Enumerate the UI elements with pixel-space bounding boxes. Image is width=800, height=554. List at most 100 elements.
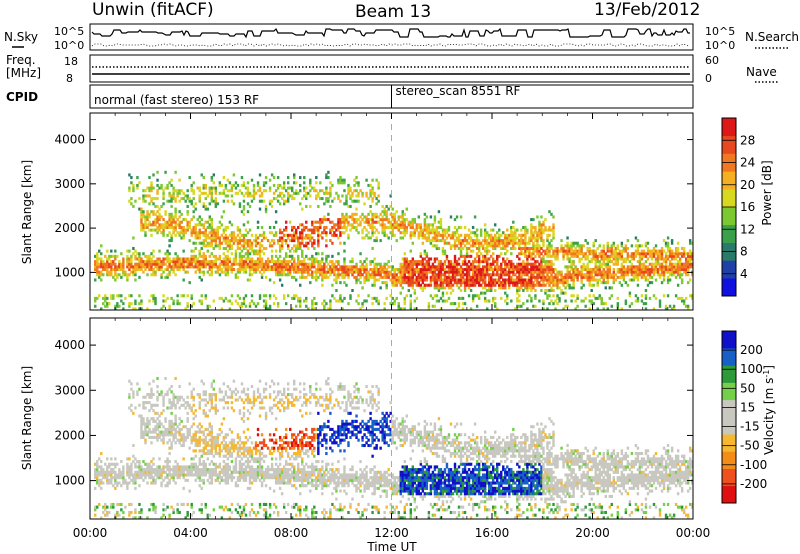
range-gate-cell — [100, 470, 103, 474]
range-gate-cell — [626, 273, 630, 277]
range-gate-cell — [291, 239, 294, 243]
range-gate-cell — [606, 249, 609, 253]
range-gate-cell — [512, 246, 515, 250]
range-gate-cell — [580, 273, 583, 277]
range-gate-cell — [588, 260, 591, 264]
range-gate-cell — [232, 239, 236, 243]
range-gate-cell — [244, 241, 248, 245]
range-gate-cell — [461, 260, 465, 264]
range-gate-cell — [630, 252, 634, 256]
range-gate-cell — [668, 265, 672, 269]
range-gate-cell — [222, 228, 226, 232]
range-gate-cell — [415, 228, 419, 232]
range-gate-cell — [433, 286, 437, 290]
range-gate-cell — [383, 223, 386, 227]
range-gate-cell — [548, 275, 551, 279]
range-gate-cell — [174, 189, 177, 193]
range-gate-cell — [433, 283, 437, 287]
range-gate-cell — [104, 513, 107, 517]
range-gate-cell — [260, 267, 264, 271]
range-gate-cell — [262, 236, 266, 240]
range-gate-cell — [427, 257, 431, 261]
range-gate-cell — [349, 294, 352, 298]
range-gate-cell — [574, 254, 577, 258]
range-gate-cell — [554, 246, 557, 250]
range-gate-cell — [160, 430, 163, 434]
range-gate-cell — [335, 267, 338, 271]
range-gate-cell — [339, 181, 342, 185]
range-gate-cell — [520, 241, 523, 245]
range-gate-cell — [395, 220, 398, 224]
range-gate-cell — [204, 254, 207, 258]
range-gate-cell — [670, 262, 674, 266]
range-gate-cell — [542, 228, 545, 232]
range-gate-cell — [666, 249, 670, 253]
range-gate-cell — [439, 286, 443, 290]
range-gate-cell — [274, 273, 278, 277]
range-gate-cell — [457, 296, 461, 300]
range-gate-cell — [140, 220, 143, 224]
range-gate-cell — [162, 508, 165, 512]
range-gate-cell — [592, 267, 595, 271]
range-gate-cell — [138, 470, 141, 474]
range-gate-cell — [345, 283, 348, 287]
range-gate-cell — [190, 257, 193, 261]
range-gate-cell — [220, 260, 224, 264]
range-gate-cell — [190, 262, 193, 266]
range-gate-cell — [473, 294, 477, 298]
range-gate-cell — [536, 215, 539, 219]
range-gate-cell — [650, 262, 654, 266]
range-gate-cell — [345, 220, 348, 224]
range-gate-cell — [172, 225, 175, 229]
range-gate-cell — [347, 183, 350, 187]
range-gate-cell — [660, 265, 664, 269]
range-gate-cell — [451, 262, 455, 266]
range-gate-cell — [502, 273, 505, 277]
range-gate-cell — [258, 189, 262, 193]
range-gate-cell — [246, 254, 250, 258]
range-gate-cell — [580, 278, 583, 282]
range-gate-cell — [441, 233, 445, 237]
range-gate-cell — [303, 299, 306, 303]
range-gate-cell — [459, 270, 463, 274]
range-gate-cell — [210, 225, 214, 229]
range-gate-cell — [554, 273, 557, 277]
range-gate-cell — [184, 231, 187, 235]
range-gate-cell — [608, 286, 611, 290]
range-gate-cell — [280, 260, 284, 264]
range-gate-cell — [315, 176, 318, 180]
range-gate-cell — [242, 194, 246, 198]
range-gate-cell — [616, 262, 620, 266]
range-gate-cell — [676, 254, 680, 258]
range-gate-cell — [210, 233, 214, 237]
range-gate-cell — [367, 278, 370, 282]
range-gate-cell — [353, 212, 356, 216]
range-gate-cell — [244, 294, 248, 298]
range-gate-cell — [301, 239, 304, 243]
range-gate-cell — [498, 244, 501, 248]
range-gate-cell — [540, 246, 543, 250]
range-gate-cell — [538, 233, 541, 237]
range-gate-cell — [485, 273, 489, 277]
range-gate-cell — [260, 239, 264, 243]
range-gate-cell — [672, 265, 676, 269]
range-gate-cell — [305, 197, 308, 201]
range-gate-cell — [433, 218, 437, 222]
range-gate-cell — [244, 260, 248, 264]
range-gate-cell — [566, 244, 569, 248]
range-gate-cell — [494, 265, 497, 269]
range-gate-cell — [118, 502, 121, 506]
range-gate-cell — [566, 273, 569, 277]
range-gate-cell — [636, 249, 640, 253]
range-gate-cell — [297, 239, 300, 243]
range-gate-cell — [367, 273, 370, 277]
range-gate-cell — [345, 225, 348, 229]
range-gate-cell — [401, 307, 404, 311]
range-gate-cell — [260, 199, 264, 203]
range-gate-cell — [256, 249, 260, 253]
range-gate-cell — [377, 262, 380, 266]
range-gate-cell — [246, 278, 250, 282]
range-gate-cell — [485, 262, 489, 266]
range-gate-cell — [634, 294, 638, 298]
range-gate-cell — [118, 262, 121, 266]
